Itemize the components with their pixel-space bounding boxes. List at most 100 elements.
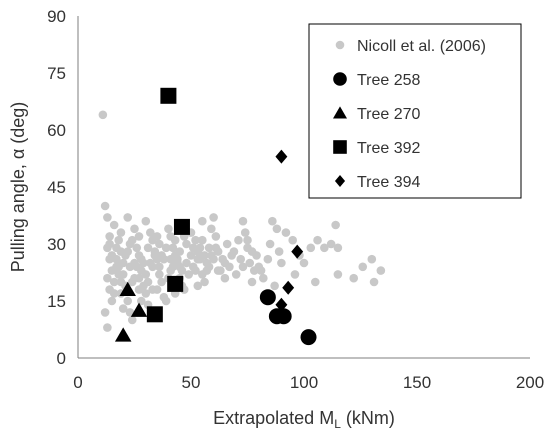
data-point-nicoll-et-al-2006 bbox=[182, 258, 191, 268]
data-point-nicoll-et-al-2006 bbox=[268, 216, 277, 226]
data-point-tree-392 bbox=[146, 306, 163, 323]
data-point-nicoll-et-al-2006 bbox=[168, 262, 178, 272]
data-point-nicoll-et-al-2006 bbox=[107, 296, 117, 306]
data-point-nicoll-et-al-2006 bbox=[98, 110, 108, 120]
data-point-nicoll-et-al-2006 bbox=[127, 315, 137, 325]
data-point-tree-270 bbox=[130, 302, 148, 317]
data-point-nicoll-et-al-2006 bbox=[121, 251, 130, 260]
data-point-nicoll-et-al-2006 bbox=[213, 266, 223, 275]
data-point-tree-394 bbox=[275, 297, 288, 312]
data-point-nicoll-et-al-2006 bbox=[270, 281, 279, 291]
data-point-nicoll-et-al-2006 bbox=[367, 254, 377, 264]
y-tick-label: 75 bbox=[47, 64, 66, 83]
data-point-tree-258 bbox=[259, 289, 276, 306]
data-point-nicoll-et-al-2006 bbox=[358, 262, 368, 272]
series-tree-points bbox=[114, 87, 317, 346]
data-point-nicoll-et-al-2006 bbox=[204, 243, 214, 253]
data-point-nicoll-et-al-2006 bbox=[155, 239, 164, 249]
data-point-nicoll-et-al-2006 bbox=[112, 262, 121, 272]
data-point-nicoll-et-al-2006 bbox=[141, 270, 151, 279]
legend-label-tree-392: Tree 392 bbox=[357, 140, 421, 157]
y-tick-labels: 0 15 30 45 60 75 90 bbox=[47, 7, 66, 368]
x-tick-labels: 0 50 100 150 200 bbox=[73, 373, 544, 392]
data-point-nicoll-et-al-2006 bbox=[125, 239, 135, 249]
data-point-nicoll-et-al-2006 bbox=[207, 251, 216, 260]
data-point-nicoll-et-al-2006 bbox=[240, 228, 250, 237]
data-point-nicoll-et-al-2006 bbox=[123, 213, 133, 222]
legend-box bbox=[308, 23, 522, 199]
data-point-nicoll-et-al-2006 bbox=[238, 262, 248, 272]
data-point-nicoll-et-al-2006 bbox=[331, 220, 340, 230]
data-point-nicoll-et-al-2006 bbox=[229, 247, 239, 256]
data-point-nicoll-et-al-2006 bbox=[170, 235, 180, 245]
series-nicoll-points bbox=[98, 110, 386, 332]
data-point-tree-270 bbox=[114, 327, 132, 342]
data-point-nicoll-et-al-2006 bbox=[157, 251, 166, 260]
x-tick-label: 0 bbox=[73, 373, 82, 392]
data-point-nicoll-et-al-2006 bbox=[130, 273, 139, 283]
data-point-nicoll-et-al-2006 bbox=[222, 239, 232, 249]
data-point-nicoll-et-al-2006 bbox=[146, 228, 155, 237]
data-point-tree-392 bbox=[173, 218, 190, 235]
data-point-nicoll-et-al-2006 bbox=[195, 243, 205, 253]
legend-label-tree-270: Tree 270 bbox=[357, 106, 421, 123]
data-point-nicoll-et-al-2006 bbox=[161, 243, 171, 253]
data-point-nicoll-et-al-2006 bbox=[333, 243, 343, 253]
data-point-nicoll-et-al-2006 bbox=[277, 258, 286, 268]
legend-label-nicoll-et-al-2006: Nicoll et al. (2006) bbox=[357, 38, 486, 55]
data-point-nicoll-et-al-2006 bbox=[198, 235, 207, 245]
data-point-nicoll-et-al-2006 bbox=[184, 270, 194, 279]
data-point-nicoll-et-al-2006 bbox=[311, 277, 320, 287]
data-point-nicoll-et-al-2006 bbox=[175, 247, 184, 256]
data-point-nicoll-et-al-2006 bbox=[211, 232, 221, 241]
legend-marker-tree-392 bbox=[333, 140, 347, 154]
data-point-nicoll-et-al-2006 bbox=[161, 296, 171, 306]
data-point-nicoll-et-al-2006 bbox=[231, 270, 241, 279]
data-point-tree-258 bbox=[300, 329, 317, 346]
data-point-nicoll-et-al-2006 bbox=[290, 270, 300, 279]
data-point-nicoll-et-al-2006 bbox=[107, 251, 117, 260]
data-point-tree-270 bbox=[119, 281, 136, 297]
data-point-nicoll-et-al-2006 bbox=[150, 251, 160, 260]
x-tick-label: 100 bbox=[290, 373, 318, 392]
y-tick-label: 90 bbox=[47, 7, 66, 26]
data-point-nicoll-et-al-2006 bbox=[193, 281, 203, 291]
data-point-nicoll-et-al-2006 bbox=[234, 235, 243, 245]
data-point-nicoll-et-al-2006 bbox=[299, 258, 309, 268]
data-point-nicoll-et-al-2006 bbox=[116, 277, 126, 287]
data-point-nicoll-et-al-2006 bbox=[220, 258, 230, 268]
data-point-nicoll-et-al-2006 bbox=[182, 239, 191, 249]
y-tick-label: 15 bbox=[47, 292, 66, 311]
data-point-nicoll-et-al-2006 bbox=[155, 262, 164, 272]
data-point-nicoll-et-al-2006 bbox=[118, 304, 128, 313]
data-point-nicoll-et-al-2006 bbox=[134, 285, 144, 294]
data-point-nicoll-et-al-2006 bbox=[125, 262, 135, 272]
data-point-nicoll-et-al-2006 bbox=[148, 285, 157, 294]
legend-marker-tree-258 bbox=[333, 72, 347, 86]
data-point-nicoll-et-al-2006 bbox=[103, 213, 112, 222]
y-tick-label: 0 bbox=[57, 349, 66, 368]
data-point-nicoll-et-al-2006 bbox=[143, 277, 153, 287]
data-point-nicoll-et-al-2006 bbox=[333, 270, 343, 279]
x-axis-title-unit: (kNm) bbox=[341, 408, 395, 428]
data-point-nicoll-et-al-2006 bbox=[166, 254, 175, 264]
data-point-nicoll-et-al-2006 bbox=[100, 201, 110, 211]
y-tick-label: 30 bbox=[47, 235, 66, 254]
data-point-nicoll-et-al-2006 bbox=[130, 224, 139, 234]
data-point-tree-394 bbox=[270, 309, 283, 324]
data-point-nicoll-et-al-2006 bbox=[272, 224, 282, 234]
data-point-nicoll-et-al-2006 bbox=[109, 220, 119, 230]
legend-marker-tree-394 bbox=[334, 175, 346, 187]
data-point-nicoll-et-al-2006 bbox=[118, 258, 128, 268]
data-point-tree-394 bbox=[291, 244, 304, 259]
data-point-nicoll-et-al-2006 bbox=[157, 277, 166, 287]
y-tick-label: 45 bbox=[47, 178, 66, 197]
data-point-nicoll-et-al-2006 bbox=[238, 216, 248, 226]
data-point-nicoll-et-al-2006 bbox=[306, 243, 316, 253]
data-point-nicoll-et-al-2006 bbox=[112, 243, 121, 253]
legend-label-tree-258: Tree 258 bbox=[357, 72, 421, 89]
data-point-nicoll-et-al-2006 bbox=[114, 235, 123, 245]
data-point-nicoll-et-al-2006 bbox=[256, 266, 266, 275]
data-point-nicoll-et-al-2006 bbox=[146, 258, 155, 268]
